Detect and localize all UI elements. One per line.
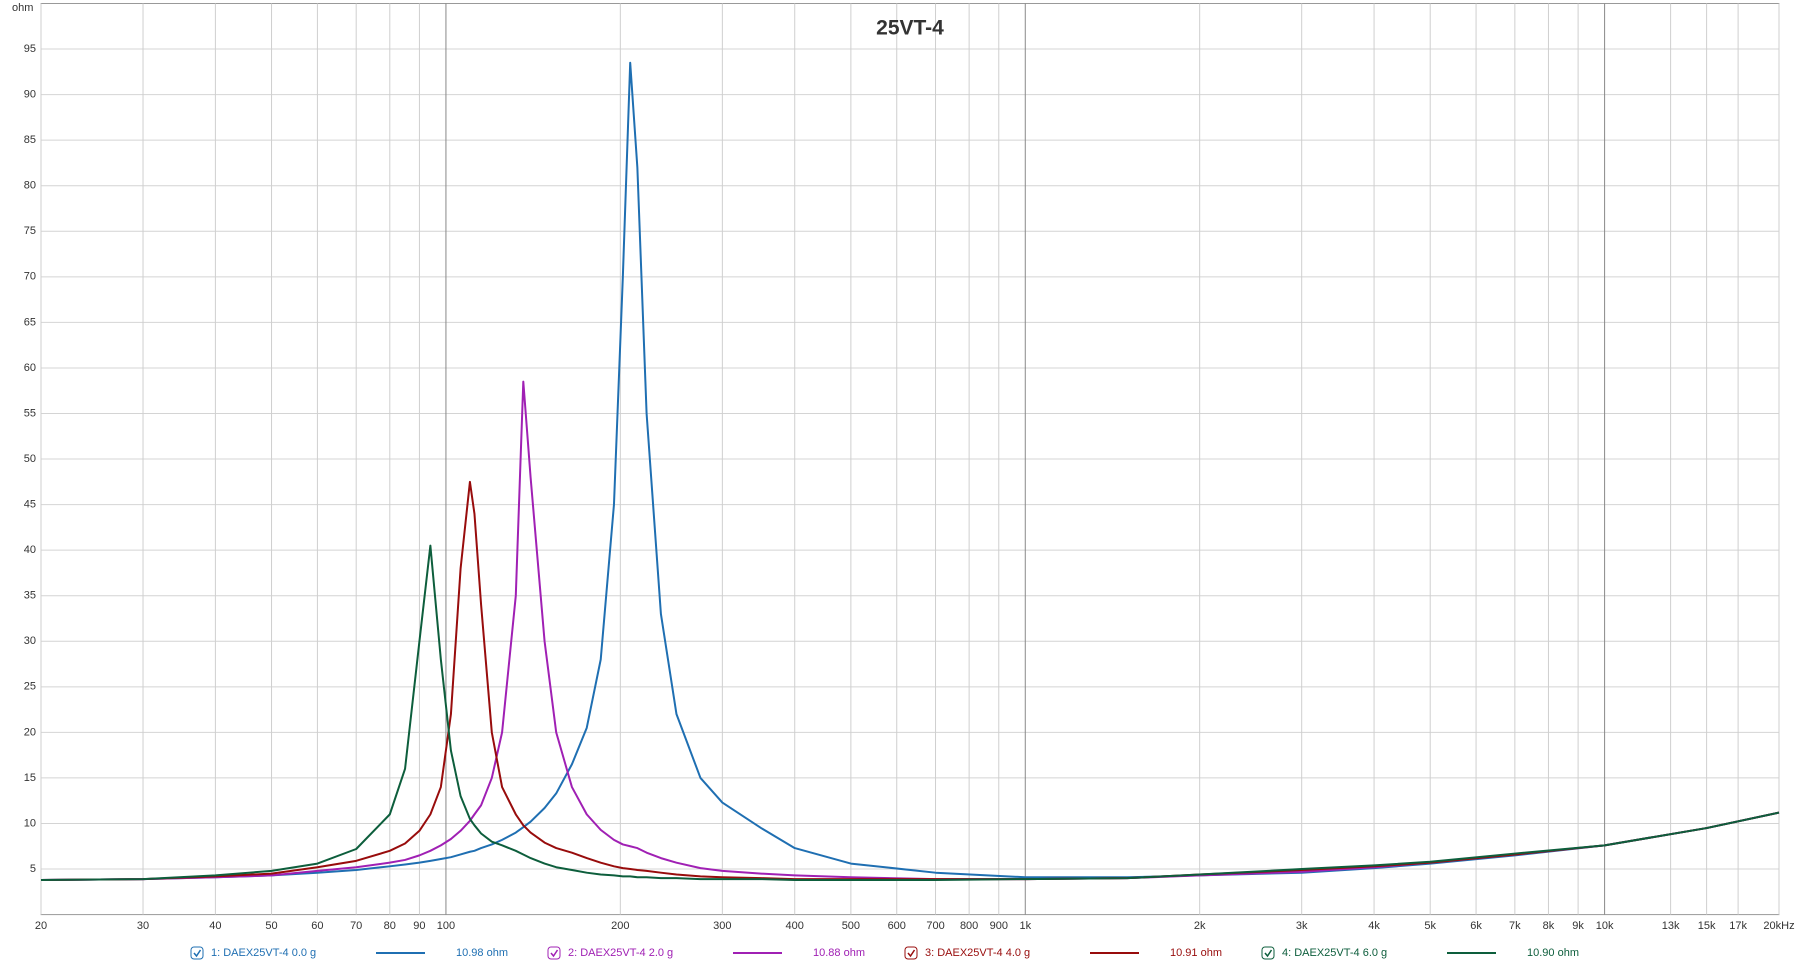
legend-label: 2: DAEX25VT-4 2.0 g: [568, 947, 673, 959]
x-tick-label: 70: [350, 920, 362, 932]
plot-lines: [40, 61, 1780, 881]
x-tick-label: 20kHz: [1763, 920, 1794, 932]
x-tick-label: 7k: [1509, 920, 1521, 932]
x-tick-label: 5k: [1424, 920, 1436, 932]
legend-label: 4: DAEX25VT-4 6.0 g: [1282, 947, 1387, 959]
y-tick-label: 70: [24, 271, 36, 283]
legend-checkbox[interactable]: [547, 946, 561, 960]
x-tick-label: 90: [413, 920, 425, 932]
y-tick-label: 10: [24, 817, 36, 829]
legend-checkbox[interactable]: [904, 946, 918, 960]
y-tick-label: 35: [24, 590, 36, 602]
y-tick-label: 50: [24, 453, 36, 465]
y-tick-label: 45: [24, 499, 36, 511]
y-tick-label: 30: [24, 635, 36, 647]
y-tick-label: 25: [24, 681, 36, 693]
y-tick-label: 60: [24, 362, 36, 374]
legend-checkbox[interactable]: [190, 946, 204, 960]
x-tick-label: 3k: [1296, 920, 1308, 932]
x-tick-label: 13k: [1662, 920, 1680, 932]
x-tick-label: 10k: [1596, 920, 1614, 932]
y-tick-label: 75: [24, 225, 36, 237]
x-tick-label: 50: [265, 920, 277, 932]
legend-cursor-value: 10.91 ohm: [1170, 947, 1222, 959]
legend-checkmark[interactable]: [193, 949, 202, 958]
legend-checkbox[interactable]: [1261, 946, 1275, 960]
x-tick-label: 600: [888, 920, 906, 932]
x-tick-label: 60: [311, 920, 323, 932]
x-tick-label: 400: [786, 920, 804, 932]
y-tick-label: 85: [24, 134, 36, 146]
y-tick-label: 20: [24, 726, 36, 738]
x-tick-label: 40: [209, 920, 221, 932]
x-tick-label: 8k: [1543, 920, 1555, 932]
x-tick-label: 800: [960, 920, 978, 932]
legend-checkmark[interactable]: [907, 949, 916, 958]
y-axis-label: ohm: [12, 2, 33, 14]
x-tick-label: 4k: [1368, 920, 1380, 932]
y-tick-label: 55: [24, 407, 36, 419]
legend-label: 3: DAEX25VT-4 4.0 g: [925, 947, 1030, 959]
x-tick-label: 500: [842, 920, 860, 932]
legend-cursor-value: 10.88 ohm: [813, 947, 865, 959]
x-tick-label: 20: [35, 920, 47, 932]
y-tick-label: 15: [24, 772, 36, 784]
x-tick-label: 700: [926, 920, 944, 932]
y-tick-label: 40: [24, 544, 36, 556]
legend: 1: DAEX25VT-4 0.0 g 10.98 ohm 2: DAEX25VT-…: [190, 946, 1579, 960]
x-tick-label: 100: [437, 920, 455, 932]
chart-title: 25VT-4: [876, 17, 944, 40]
x-tick-label: 80: [384, 920, 396, 932]
x-tick-label: 9k: [1572, 920, 1584, 932]
series-line: [40, 544, 1780, 881]
x-tick-label: 900: [990, 920, 1008, 932]
y-tick-label: 5: [30, 863, 36, 875]
legend-checkmark[interactable]: [550, 949, 559, 958]
legend-checkmark[interactable]: [1264, 949, 1273, 958]
legend-label: 1: DAEX25VT-4 0.0 g: [211, 947, 316, 959]
y-tick-label: 95: [24, 43, 36, 55]
x-tick-label: 2k: [1194, 920, 1206, 932]
x-tick-label: 30: [137, 920, 149, 932]
x-tick-label: 17k: [1729, 920, 1747, 932]
x-tick-label: 6k: [1470, 920, 1482, 932]
y-tick-label: 90: [24, 89, 36, 101]
y-tick-label: 65: [24, 316, 36, 328]
legend-cursor-value: 10.98 ohm: [456, 947, 508, 959]
x-tick-label: 300: [713, 920, 731, 932]
x-tick-label: 15k: [1698, 920, 1716, 932]
grid: 5 10 15 20 25 30 35 40 45 50 55 60 65 70 75 80 85 90 95 20 3…: [24, 3, 1795, 932]
y-tick-label: 80: [24, 180, 36, 192]
x-tick-label: 1k: [1019, 920, 1031, 932]
x-tick-label: 200: [611, 920, 629, 932]
legend-cursor-value: 10.90 ohm: [1527, 947, 1579, 959]
